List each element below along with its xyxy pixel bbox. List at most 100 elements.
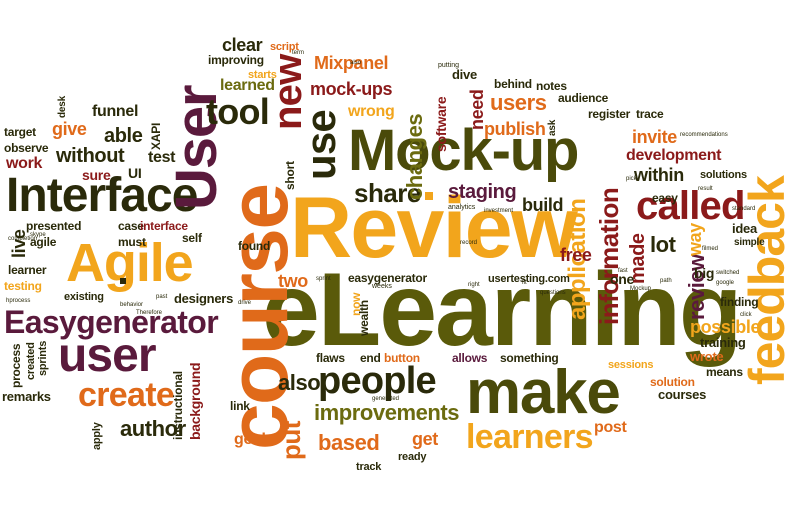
word-staging: staging xyxy=(448,181,517,203)
word-fast: fast xyxy=(618,268,628,274)
word-also-small: also xyxy=(350,60,362,66)
word-notes: notes xyxy=(536,79,567,93)
word-past: past xyxy=(156,294,168,300)
word-therefore: Therefore xyxy=(136,310,163,316)
word-dive: dive xyxy=(452,67,477,82)
word-simple: simple xyxy=(734,237,765,248)
word-self: self xyxy=(182,231,202,245)
word-review: Review xyxy=(290,180,578,276)
word-something: something xyxy=(500,351,559,365)
square-mark xyxy=(120,278,126,284)
word-existing: existing xyxy=(64,291,104,303)
word-now: now xyxy=(349,292,363,316)
word-course: course xyxy=(211,184,305,450)
word-two: two xyxy=(278,271,308,291)
word-hprocess: hprocess xyxy=(6,298,31,304)
word-script: script xyxy=(270,41,299,53)
word-observe: observe xyxy=(4,141,49,155)
word-standard: standard xyxy=(732,206,756,212)
word-generated: generated xyxy=(372,396,400,402)
word-completion: completion xyxy=(8,236,38,242)
word-development: development xyxy=(626,147,722,164)
word-wrote: wrote xyxy=(690,349,724,364)
word-google: google xyxy=(716,280,735,286)
word-apply: apply xyxy=(91,422,103,450)
word-courses: courses xyxy=(658,387,707,402)
word-analytics: analytics xyxy=(448,204,476,211)
word-result: result xyxy=(698,186,713,192)
word-test: test xyxy=(148,149,176,166)
word-funnel: funnel xyxy=(92,103,139,120)
word-mockup: Mock-up xyxy=(348,118,579,183)
word-make: make xyxy=(466,358,621,427)
word-usertesting: usertesting.com xyxy=(488,273,570,285)
word-track: track xyxy=(356,461,382,473)
word-training: training xyxy=(700,335,746,350)
word-mixpanel: Mixpanel xyxy=(314,53,389,73)
word-button: button xyxy=(384,351,420,365)
word-testing: testing xyxy=(4,279,42,293)
word-one: one xyxy=(610,271,635,287)
word-pick: pick xyxy=(626,176,637,182)
word-lot: lot xyxy=(650,232,676,257)
word-improving: improving xyxy=(208,53,264,67)
word-term: term xyxy=(292,50,304,56)
word-need: need xyxy=(467,89,487,130)
word-ask: ask xyxy=(547,119,558,136)
word-author: author xyxy=(120,416,186,441)
word-drive: drive xyxy=(238,300,252,306)
word-putting: putting xyxy=(438,62,460,69)
word-improvements: improvements xyxy=(314,400,460,425)
word-mockups: mock-ups xyxy=(310,79,393,99)
word-learned: learned xyxy=(220,77,275,94)
word-interface: Interface xyxy=(6,169,198,222)
word-solutions: solutions xyxy=(700,169,747,181)
word-software: software xyxy=(433,96,449,152)
word-flaws: flaws xyxy=(316,351,345,365)
word-right: right xyxy=(468,282,480,288)
word-process: process xyxy=(9,343,23,388)
word-easygenerator-small: easygenerator xyxy=(348,271,427,285)
word-sprint: sprint xyxy=(316,276,331,282)
word-xapi: XAPI xyxy=(149,122,163,150)
word-idea: idea xyxy=(732,221,757,236)
word-changes: changes xyxy=(402,113,427,200)
word-share: share xyxy=(354,178,421,208)
word-tool: tool xyxy=(206,91,270,132)
word-behavior: behavior xyxy=(120,302,144,308)
square-mark xyxy=(425,192,433,200)
word-based: based xyxy=(318,430,380,455)
word-behind: behind xyxy=(494,77,532,91)
word-trace: trace xyxy=(636,107,664,121)
word-click: click xyxy=(740,312,752,318)
word-record: record xyxy=(460,240,478,246)
word-publish: publish xyxy=(484,119,546,139)
word-link: link xyxy=(230,399,250,413)
word-work: work xyxy=(6,155,43,172)
word-weeks: weeks xyxy=(372,283,392,290)
word-put: put xyxy=(276,421,306,460)
word-agile-small: agile xyxy=(30,235,57,249)
word-get: get xyxy=(412,429,438,449)
word-audience: audience xyxy=(558,91,609,105)
word-user-small: user xyxy=(58,329,157,382)
word-skype: skype xyxy=(30,232,46,238)
word-within: within xyxy=(634,165,684,185)
word-able: able xyxy=(104,125,143,147)
word-give: give xyxy=(52,119,87,139)
word-filmed: filmed xyxy=(702,246,719,252)
word-sure: sure xyxy=(82,167,111,183)
word-easygenerator: Easygenerator xyxy=(4,304,219,340)
word-build: build xyxy=(522,195,564,215)
word-designers: designers xyxy=(174,291,234,306)
word-target: target xyxy=(4,125,36,139)
word-path: path xyxy=(660,278,672,284)
word-easy: easy xyxy=(652,191,678,205)
word-instructional: instructional xyxy=(171,371,185,440)
word-recommendations: recommendations xyxy=(680,132,728,138)
word-sprints: sprints xyxy=(37,340,49,376)
word-presented: presented xyxy=(26,219,82,233)
word-elearning: eLearning xyxy=(262,252,742,368)
word-found: found xyxy=(238,239,271,253)
